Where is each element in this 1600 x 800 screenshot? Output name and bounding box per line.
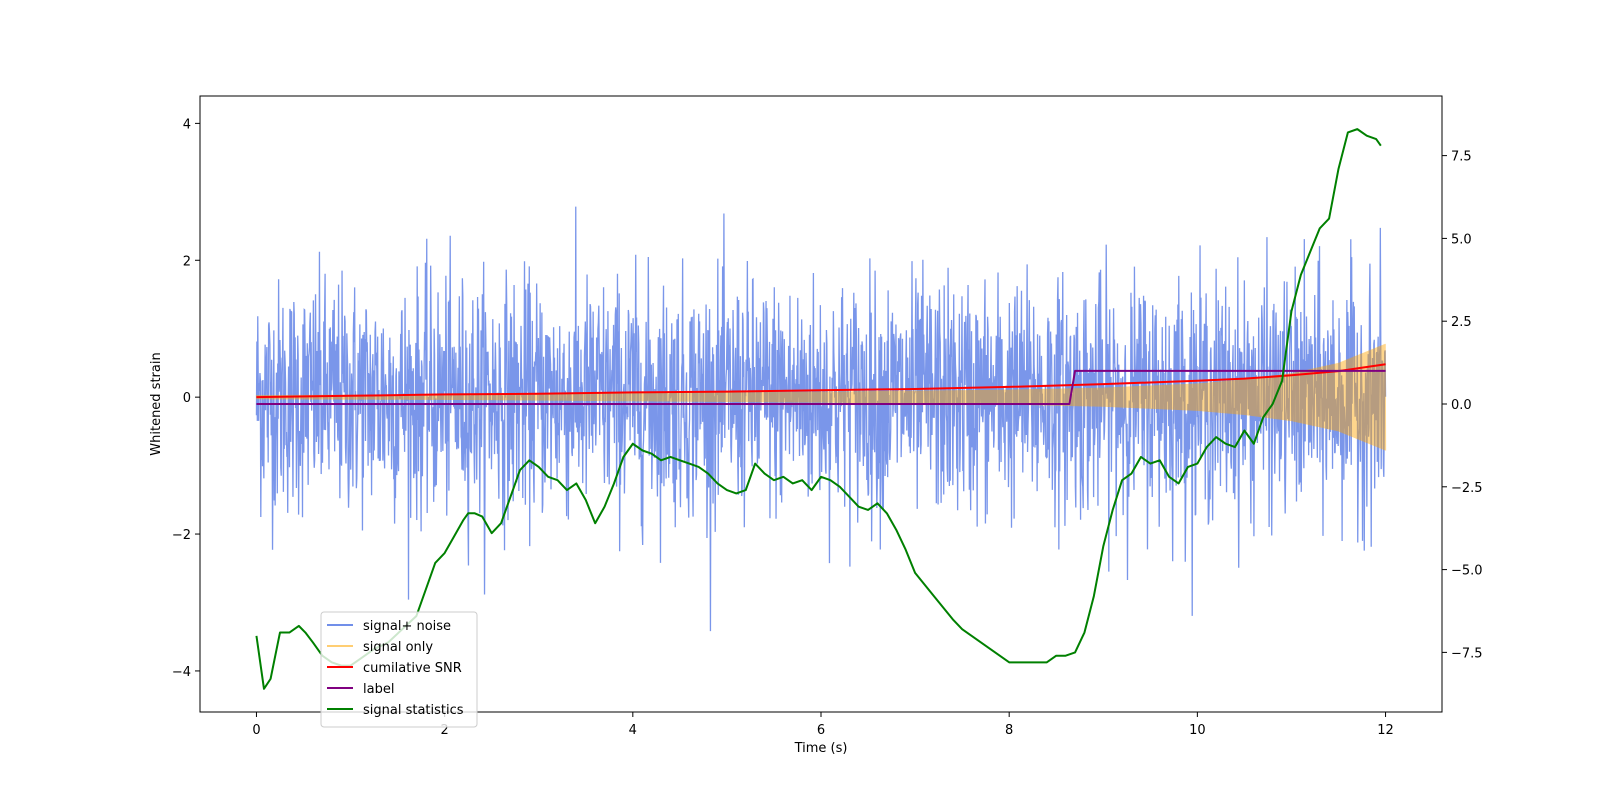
y2-tick-label: −2.5	[1451, 481, 1483, 496]
y-axis-left: −4 −2 0 2 4	[172, 117, 200, 680]
x-tick-label: 2	[440, 723, 448, 738]
x-tick-label: 4	[629, 723, 637, 738]
x-tick-label: 8	[1005, 723, 1013, 738]
y-axis-right: −7.5 −5.0 −2.5 0.0 2.5 5.0 7.5	[1442, 150, 1483, 661]
label-line	[256, 369, 1386, 405]
cumilative-snr-line	[256, 363, 1386, 399]
series-signal-statistics	[255, 128, 1382, 690]
y2-tick-label: −7.5	[1451, 646, 1483, 661]
y-tick-label: 0	[183, 391, 191, 406]
y2-tick-label: 5.0	[1451, 232, 1472, 247]
y2-tick-label: 7.5	[1451, 150, 1472, 165]
series-cumilative-snr	[256, 363, 1386, 399]
legend-label: signal+ noise	[363, 619, 451, 634]
signal-plus-noise-line	[255, 206, 1387, 632]
y-tick-label: 2	[183, 254, 191, 269]
x-tick-label: 12	[1377, 723, 1394, 738]
y-tick-label: −4	[172, 665, 191, 680]
series-label	[256, 369, 1386, 405]
x-tick-label: 0	[252, 723, 260, 738]
legend-label: signal statistics	[363, 703, 464, 718]
x-tick-label: 6	[817, 723, 825, 738]
legend-item: label	[327, 682, 394, 697]
y-tick-label: −2	[172, 528, 191, 543]
legend-item: signal only	[327, 640, 433, 655]
series-signal-plus-noise	[255, 206, 1387, 632]
signal-statistics-line	[255, 128, 1382, 690]
legend-box	[320, 611, 478, 728]
legend: signal+ noise signal only cumilative SNR la…	[320, 611, 478, 728]
y2-tick-label: 0.0	[1451, 398, 1472, 413]
plot-area	[255, 128, 1387, 690]
legend-label: signal only	[363, 640, 433, 655]
legend-item: signal statistics	[327, 703, 464, 718]
y2-tick-label: 2.5	[1451, 315, 1472, 330]
y-axis-label: Whitened strain	[149, 352, 164, 455]
y-tick-label: 4	[183, 117, 191, 132]
x-tick-label: 10	[1189, 723, 1206, 738]
legend-label: label	[363, 682, 394, 697]
y2-tick-label: −5.0	[1451, 564, 1483, 579]
x-axis: 0 2 4 6 8 10 12	[252, 712, 1394, 738]
legend-item: signal+ noise	[327, 619, 451, 634]
legend-item: cumilative SNR	[327, 661, 462, 676]
x-axis-label: Time (s)	[794, 741, 848, 756]
legend-label: cumilative SNR	[363, 661, 462, 676]
